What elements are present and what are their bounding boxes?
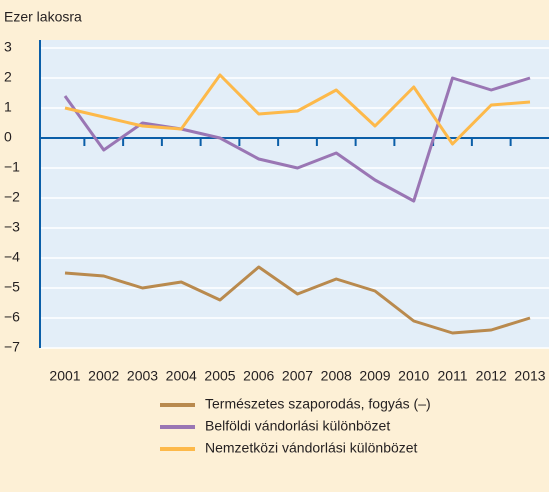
y-tick-label: −3 [4,219,20,235]
y-tick-label: 2 [4,69,12,85]
x-tick-label: 2011 [437,368,467,384]
line-series [63,76,531,203]
plot-area [40,40,549,348]
x-tick-label: 2004 [166,368,197,384]
x-tick-label: 2008 [321,368,352,384]
y-tick-label: −7 [4,339,20,355]
y-tick-label: 1 [4,99,12,115]
x-tick-label: 2012 [476,368,507,384]
legend-label: Nemzetközi vándorlási különbözet [205,440,418,456]
legend-label: Belföldi vándorlási különbözet [205,418,390,434]
x-tick-label: 2005 [204,368,235,384]
y-tick-label: −2 [4,189,20,205]
y-tick-label: −5 [4,279,20,295]
legend-label: Természetes szaporodás, fogyás (–) [205,396,431,412]
x-tick-label: 2001 [49,368,80,384]
y-tick-label: −4 [4,249,20,265]
x-tick-label: 2013 [514,368,545,384]
line-series [64,73,531,146]
x-tick-label: 2006 [243,368,274,384]
y-tick-label: 3 [4,39,12,55]
x-tick-label: 2007 [282,368,313,384]
line-series [64,265,531,335]
x-tick-label: 2003 [127,368,158,384]
y-axis-label: Ezer lakosra [4,9,82,25]
x-tick-label: 2010 [398,368,429,384]
y-tick-label: −1 [4,159,20,175]
x-tick-label: 2009 [359,368,390,384]
x-tick-label: 2002 [88,368,119,384]
y-tick-label: 0 [4,129,12,145]
y-tick-label: −6 [4,309,20,325]
